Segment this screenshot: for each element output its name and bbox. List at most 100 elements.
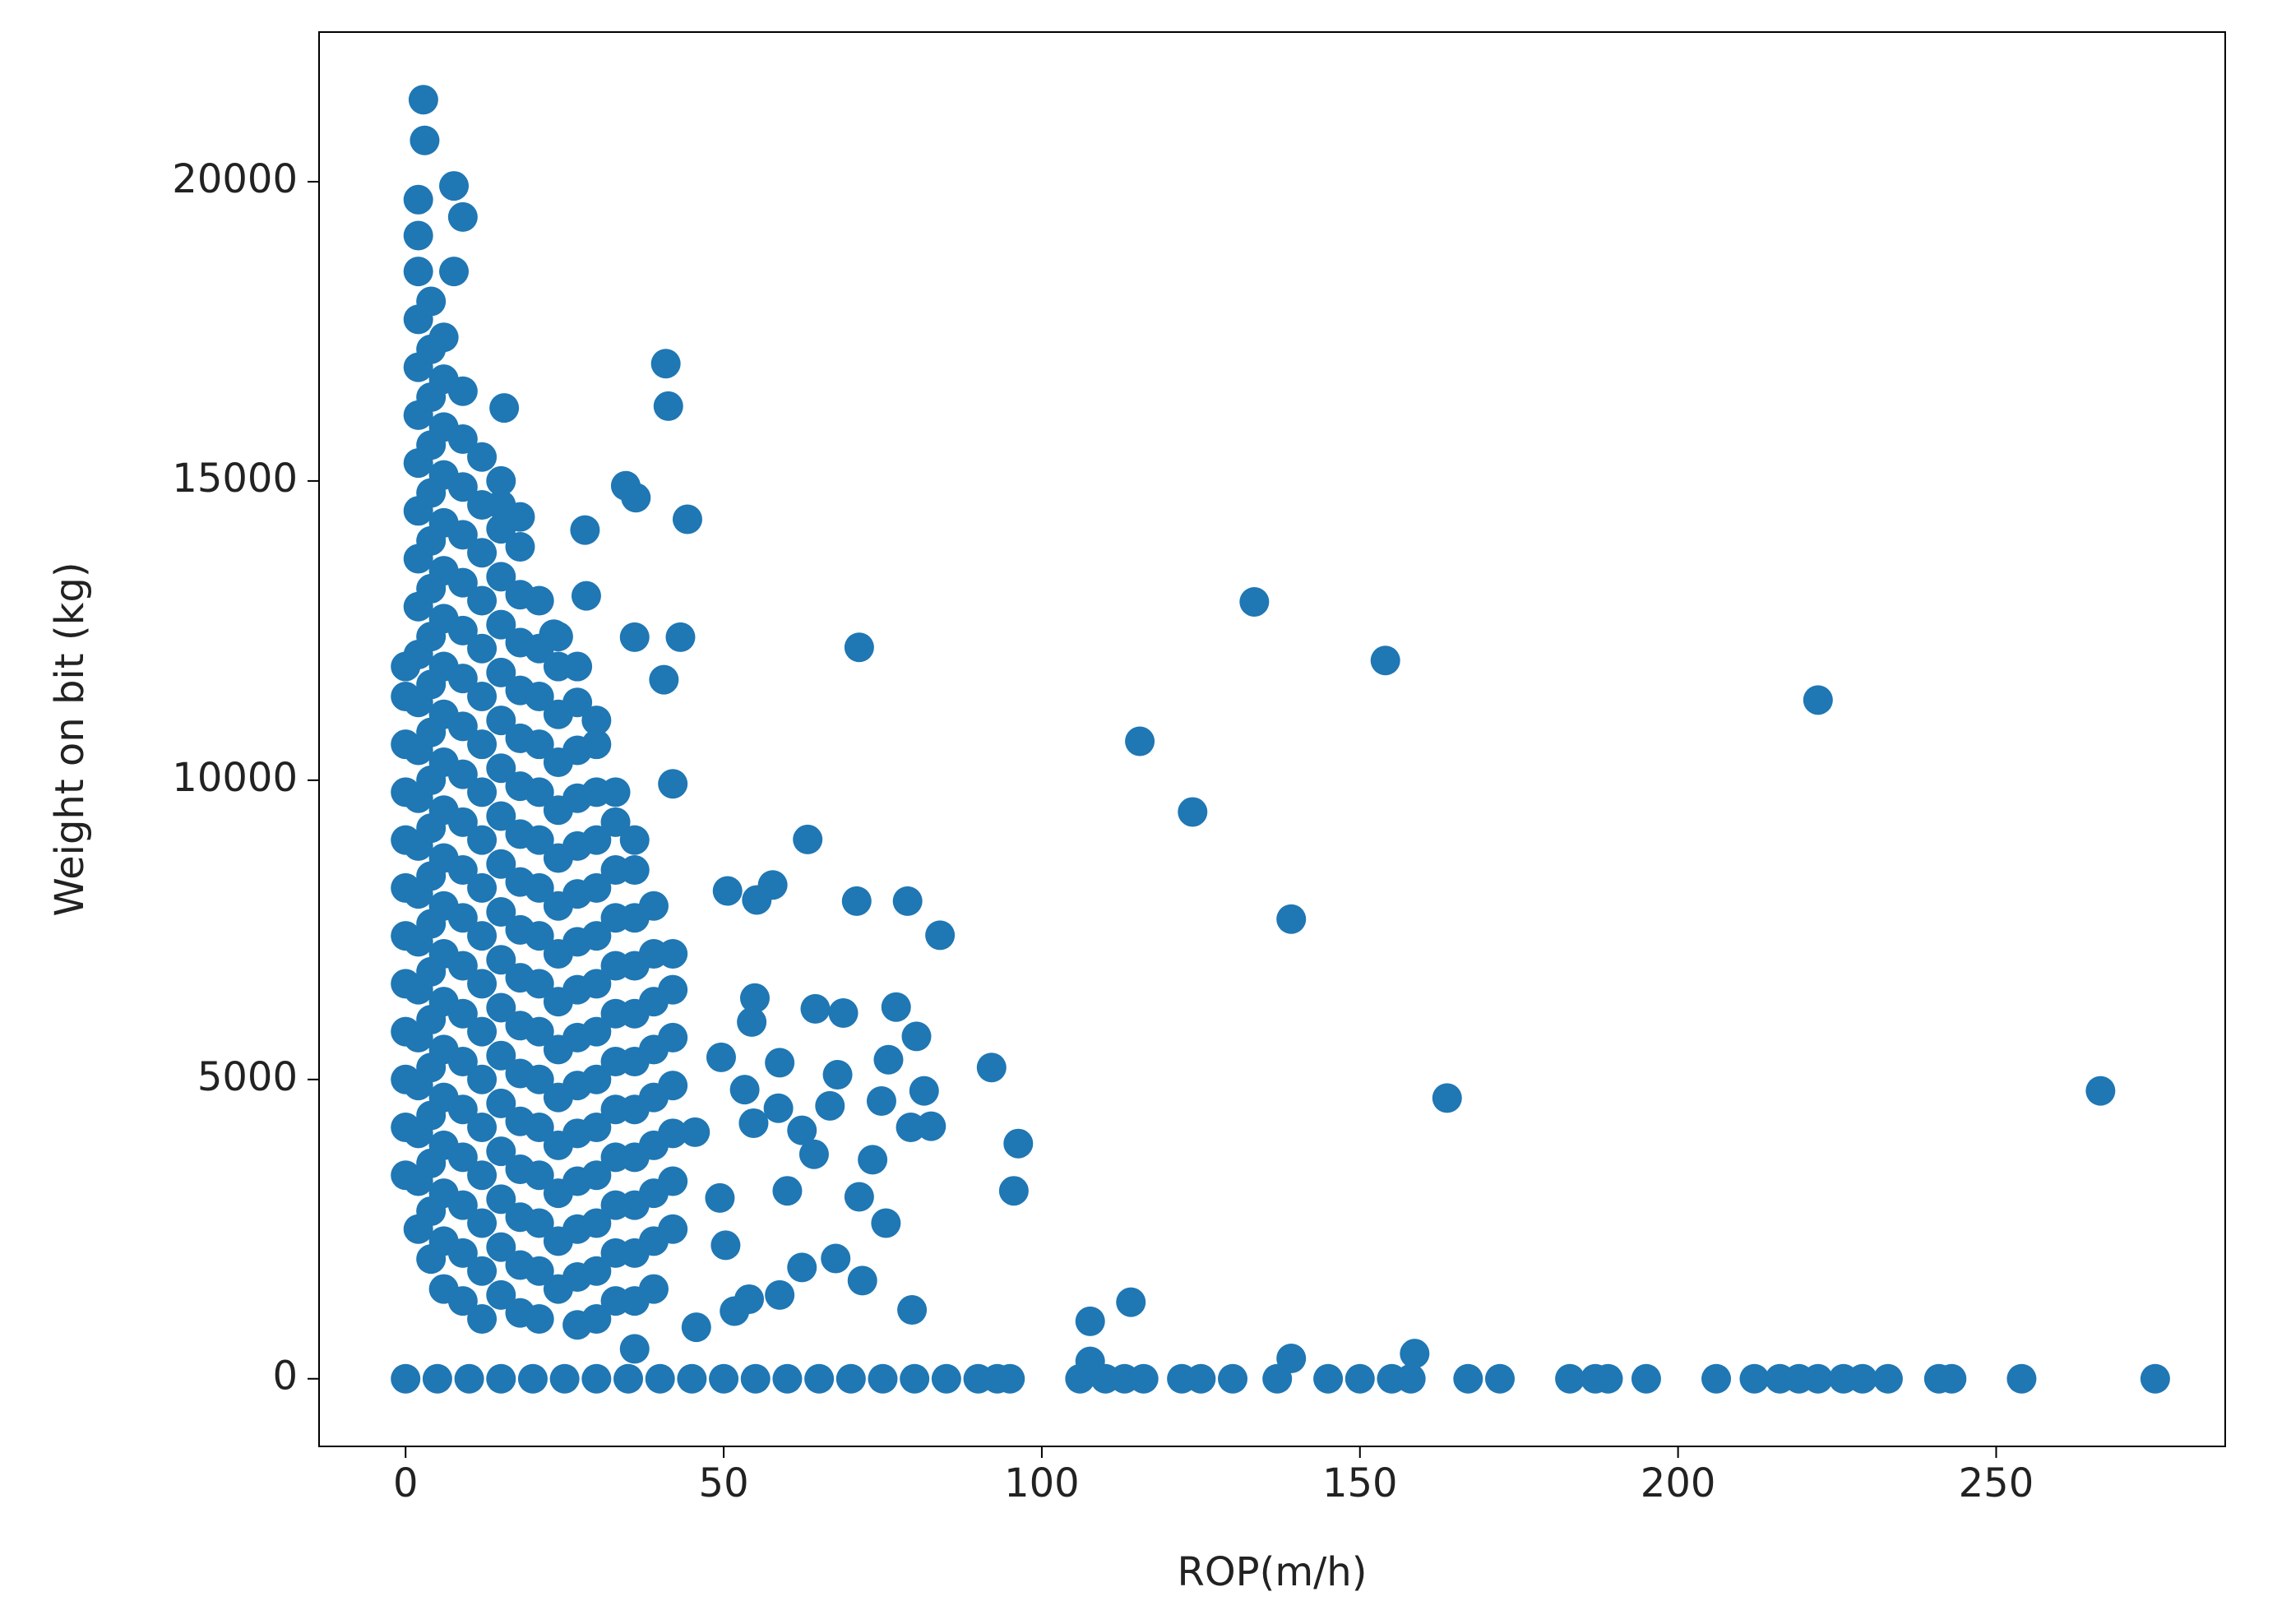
point — [619, 622, 650, 652]
point — [486, 1232, 516, 1262]
point — [649, 664, 679, 695]
point — [447, 520, 478, 550]
point — [447, 201, 478, 232]
point — [804, 1363, 835, 1394]
point — [447, 615, 478, 645]
point — [765, 1279, 795, 1310]
point — [447, 664, 478, 694]
point — [581, 1160, 612, 1191]
point — [658, 974, 688, 1005]
point — [486, 657, 516, 687]
point — [892, 886, 923, 916]
point — [562, 651, 593, 682]
point — [645, 1363, 675, 1394]
point — [467, 1016, 498, 1047]
point — [738, 1108, 769, 1138]
point — [787, 1252, 817, 1283]
point — [524, 1113, 554, 1143]
point — [681, 1312, 711, 1343]
point — [549, 1363, 580, 1394]
point — [868, 1363, 898, 1394]
point — [486, 801, 516, 831]
point — [712, 876, 743, 906]
point — [447, 998, 478, 1029]
y-tick-label: 15000 — [172, 456, 298, 502]
point — [772, 1363, 803, 1394]
point — [524, 585, 554, 616]
point — [581, 706, 612, 736]
point — [467, 969, 498, 999]
point — [524, 1064, 554, 1094]
point — [403, 220, 433, 251]
point — [658, 1071, 688, 1101]
x-tick-label: 50 — [699, 1460, 749, 1506]
point — [658, 938, 688, 969]
point — [486, 609, 516, 640]
point — [517, 1363, 548, 1394]
point — [467, 1064, 498, 1094]
point — [524, 1208, 554, 1238]
point — [543, 622, 573, 652]
point — [1400, 1339, 1430, 1369]
x-tick-label: 150 — [1322, 1460, 1398, 1506]
point — [1453, 1363, 1483, 1394]
y-tick-label: 0 — [272, 1353, 298, 1400]
point — [613, 1363, 644, 1394]
point — [486, 1088, 516, 1118]
point — [486, 1279, 516, 1310]
point — [800, 993, 831, 1024]
point — [600, 777, 631, 807]
point — [995, 1363, 1025, 1394]
point — [619, 1334, 650, 1364]
point — [822, 1059, 853, 1090]
point — [896, 1113, 926, 1143]
x-tick-label: 0 — [393, 1460, 419, 1506]
point — [447, 903, 478, 933]
point — [486, 896, 516, 927]
point — [742, 885, 772, 915]
x-tick-label: 200 — [1641, 1460, 1716, 1506]
point — [705, 1182, 735, 1213]
point — [881, 992, 911, 1022]
point — [765, 1048, 795, 1078]
point — [763, 1093, 794, 1123]
point — [447, 951, 478, 981]
point — [841, 886, 872, 916]
point — [653, 391, 683, 421]
point — [447, 567, 478, 598]
point — [793, 824, 823, 854]
point — [467, 1160, 498, 1191]
point — [447, 376, 478, 406]
point — [524, 1256, 554, 1286]
point — [844, 632, 874, 663]
point — [486, 1363, 516, 1394]
point — [524, 729, 554, 760]
point — [447, 1238, 478, 1268]
point — [925, 920, 956, 951]
point — [658, 1118, 688, 1149]
point — [524, 825, 554, 855]
point — [439, 257, 470, 287]
point — [976, 1053, 1007, 1083]
point — [931, 1363, 961, 1394]
point — [1701, 1363, 1732, 1394]
point — [447, 1286, 478, 1316]
point — [1313, 1363, 1344, 1394]
point — [403, 257, 433, 287]
point — [1116, 1287, 1146, 1317]
point — [447, 1190, 478, 1220]
point — [467, 442, 498, 472]
point — [447, 855, 478, 886]
point — [467, 1256, 498, 1286]
point — [1125, 726, 1155, 756]
point — [828, 998, 859, 1029]
point — [447, 759, 478, 789]
point — [581, 1256, 612, 1286]
point — [524, 1303, 554, 1334]
point — [447, 472, 478, 502]
point — [672, 504, 702, 534]
point — [505, 531, 535, 562]
point — [467, 777, 498, 807]
point — [815, 1090, 845, 1121]
point — [403, 184, 433, 215]
